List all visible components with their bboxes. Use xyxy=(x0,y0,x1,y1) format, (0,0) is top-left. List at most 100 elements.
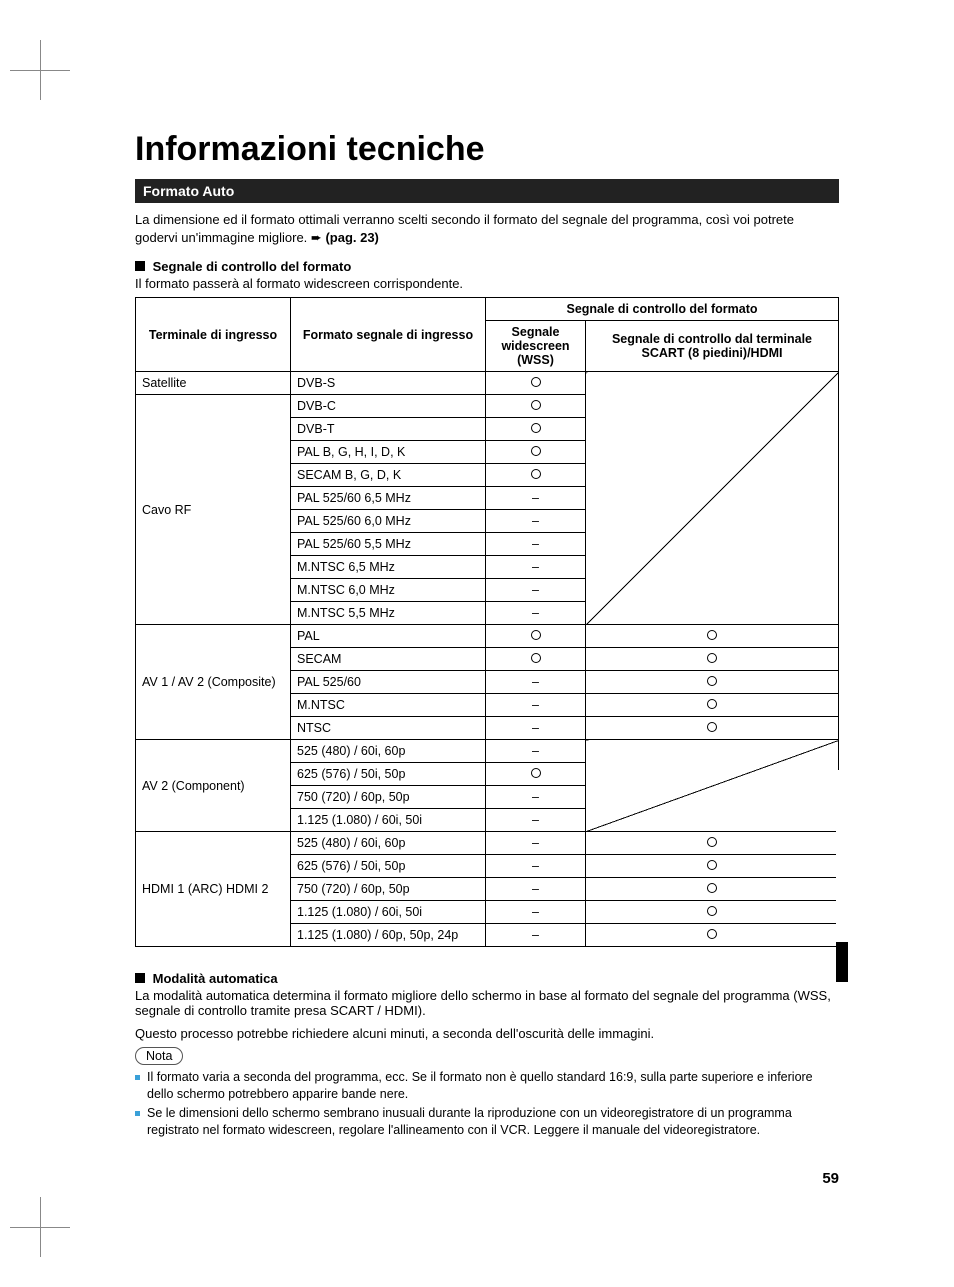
square-bullet-icon xyxy=(135,973,145,983)
format-cell: DVB-C xyxy=(291,395,486,418)
circle-icon xyxy=(707,676,717,686)
ref-arrow-icon: ➨ xyxy=(311,230,322,245)
th-col3: Segnale widescreen (WSS) xyxy=(486,321,586,372)
ctrl-cell xyxy=(586,648,839,671)
format-cell: 1.125 (1.080) / 60p, 50p, 24p xyxy=(291,924,486,947)
wss-cell: – xyxy=(486,832,586,855)
ctrl-cell xyxy=(586,855,839,878)
terminal-label: Satellite xyxy=(136,372,291,395)
circle-icon xyxy=(531,446,541,456)
wss-cell xyxy=(486,763,586,786)
ctrl-cell xyxy=(586,694,839,717)
square-bullet-icon xyxy=(135,261,145,271)
ctrl-cell xyxy=(586,878,839,901)
ctrl-cell xyxy=(586,625,839,648)
crop-mark-bottom-left xyxy=(10,1197,70,1257)
intro-text: La dimensione ed il formato ottimali ver… xyxy=(135,211,839,247)
wss-cell: – xyxy=(486,671,586,694)
format-cell: DVB-S xyxy=(291,372,486,395)
format-cell: PAL 525/60 5,5 MHz xyxy=(291,533,486,556)
terminal-label: AV 1 / AV 2 (Composite) xyxy=(136,625,291,740)
notes-list: Il formato varia a seconda del programma… xyxy=(135,1069,839,1139)
format-cell: 625 (576) / 50i, 50p xyxy=(291,763,486,786)
circle-icon xyxy=(707,653,717,663)
wss-cell xyxy=(486,395,586,418)
wss-cell xyxy=(486,464,586,487)
wss-cell: – xyxy=(486,786,586,809)
format-cell: 625 (576) / 50i, 50p xyxy=(291,855,486,878)
circle-icon xyxy=(531,423,541,433)
slash-cell xyxy=(586,372,839,625)
page-ref: (pag. 23) xyxy=(325,230,378,245)
wss-cell: – xyxy=(486,533,586,556)
wss-cell: – xyxy=(486,878,586,901)
format-cell: PAL B, G, H, I, D, K xyxy=(291,441,486,464)
wss-cell: – xyxy=(486,855,586,878)
wss-cell xyxy=(486,648,586,671)
circle-icon xyxy=(707,699,717,709)
format-cell: SECAM B, G, D, K xyxy=(291,464,486,487)
ctrl-cell xyxy=(586,717,839,740)
subhead-2: Modalità automatica xyxy=(135,971,839,986)
wss-cell: – xyxy=(486,487,586,510)
format-cell: PAL 525/60 6,0 MHz xyxy=(291,510,486,533)
circle-icon xyxy=(707,883,717,893)
wss-cell: – xyxy=(486,924,586,947)
slash-cell xyxy=(586,740,839,832)
format-cell: 525 (480) / 60i, 60p xyxy=(291,832,486,855)
nota-block: Nota Il formato varia a seconda del prog… xyxy=(135,1047,839,1139)
format-cell: 1.125 (1.080) / 60i, 50i xyxy=(291,901,486,924)
th-col34: Segnale di controllo del formato xyxy=(486,298,839,321)
note-item: Il formato varia a seconda del programma… xyxy=(135,1069,839,1103)
section-band: Formato Auto xyxy=(135,179,839,203)
wss-cell: – xyxy=(486,556,586,579)
terminal-label: AV 2 (Component) xyxy=(136,740,291,832)
wss-cell: – xyxy=(486,602,586,625)
subtext-2a: La modalità automatica determina il form… xyxy=(135,988,839,1018)
format-cell: PAL 525/60 6,5 MHz xyxy=(291,487,486,510)
format-cell: PAL 525/60 xyxy=(291,671,486,694)
subtext-2b: Questo processo potrebbe richiedere alcu… xyxy=(135,1026,839,1041)
wss-cell: – xyxy=(486,901,586,924)
ctrl-cell xyxy=(586,901,839,924)
page-number: 59 xyxy=(822,1170,839,1187)
nota-pill: Nota xyxy=(135,1047,183,1065)
terminal-label: HDMI 1 (ARC) HDMI 2 xyxy=(136,832,291,947)
format-cell: SECAM xyxy=(291,648,486,671)
wss-cell xyxy=(486,372,586,395)
table-header-row-1: Terminale di ingresso Formato segnale di… xyxy=(136,298,839,321)
subhead-2-text: Modalità automatica xyxy=(153,971,278,986)
circle-icon xyxy=(531,630,541,640)
circle-icon xyxy=(707,906,717,916)
wss-cell xyxy=(486,625,586,648)
note-item: Se le dimensioni dello schermo sembrano … xyxy=(135,1105,839,1139)
circle-icon xyxy=(531,653,541,663)
wss-cell xyxy=(486,441,586,464)
format-cell: M.NTSC xyxy=(291,694,486,717)
subhead-1: Segnale di controllo del formato xyxy=(135,259,839,274)
format-cell: NTSC xyxy=(291,717,486,740)
table-row: AV 2 (Component)525 (480) / 60i, 60p– xyxy=(136,740,839,763)
circle-icon xyxy=(531,377,541,387)
format-cell: 750 (720) / 60p, 50p xyxy=(291,878,486,901)
circle-icon xyxy=(531,400,541,410)
terminal-label: Cavo RF xyxy=(136,395,291,625)
wss-cell: – xyxy=(486,510,586,533)
format-table: Terminale di ingresso Formato segnale di… xyxy=(135,297,839,947)
th-col1: Terminale di ingresso xyxy=(136,298,291,372)
th-col2: Formato segnale di ingresso xyxy=(291,298,486,372)
subhead-1-text: Segnale di controllo del formato xyxy=(153,259,352,274)
table-row: SatelliteDVB-S xyxy=(136,372,839,395)
page-title: Informazioni tecniche xyxy=(135,130,839,169)
circle-icon xyxy=(531,768,541,778)
side-tab-blackbox xyxy=(836,770,854,980)
circle-icon xyxy=(707,837,717,847)
crop-mark-top-left xyxy=(10,40,70,100)
format-cell: 750 (720) / 60p, 50p xyxy=(291,786,486,809)
circle-icon xyxy=(707,630,717,640)
wss-cell: – xyxy=(486,740,586,763)
format-cell: 1.125 (1.080) / 60i, 50i xyxy=(291,809,486,832)
wss-cell: – xyxy=(486,809,586,832)
circle-icon xyxy=(707,722,717,732)
format-cell: M.NTSC 6,0 MHz xyxy=(291,579,486,602)
